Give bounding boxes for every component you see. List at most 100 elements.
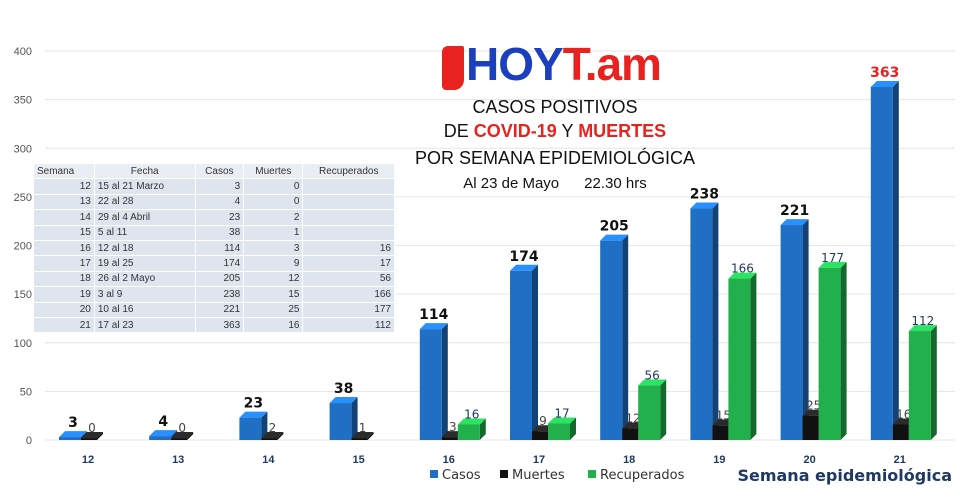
bar-side-casos bbox=[261, 411, 268, 440]
bar-side-casos bbox=[351, 397, 358, 440]
bar-casos bbox=[510, 270, 532, 440]
bar-top-muertes bbox=[171, 432, 194, 439]
data-label-muertes: 3 bbox=[449, 420, 457, 434]
x-axis-title: Semana epidemiológica bbox=[737, 466, 952, 485]
bar-side-recuperados bbox=[930, 325, 937, 440]
bar-casos bbox=[419, 329, 442, 440]
x-tick-label: 15 bbox=[352, 454, 364, 466]
table-header-cell: Casos bbox=[194, 162, 245, 180]
bar-top-casos bbox=[59, 431, 87, 438]
data-label-casos: 238 bbox=[690, 187, 719, 203]
data-table: Semana Fecha Casos Muertes Recuperados 12 15 a… bbox=[33, 162, 395, 334]
bar-muertes bbox=[261, 438, 278, 440]
table-cell bbox=[302, 193, 395, 211]
bar-side-muertes bbox=[367, 432, 374, 440]
y-tick-label: 100 bbox=[14, 338, 32, 350]
table-cell: 205 bbox=[194, 270, 245, 288]
bar-top-muertes bbox=[351, 432, 374, 439]
bar-top-casos bbox=[690, 202, 719, 209]
bar-top-muertes bbox=[81, 432, 103, 439]
bar-side-muertes bbox=[97, 432, 103, 440]
x-tick-label: 19 bbox=[713, 454, 725, 466]
table-cell: 238 bbox=[194, 286, 245, 303]
bar-muertes bbox=[81, 438, 97, 440]
bar-recuperados bbox=[818, 267, 841, 440]
table-cell: 16 bbox=[302, 239, 395, 257]
x-tick-label: 13 bbox=[172, 454, 184, 466]
table-row: 21 17 al 23 363 16 112 bbox=[33, 316, 395, 334]
bar-casos bbox=[329, 403, 352, 440]
x-tick-label: 12 bbox=[82, 454, 94, 466]
bar-muertes bbox=[441, 437, 458, 440]
x-tick-label: 21 bbox=[894, 454, 906, 466]
table-row: 18 26 al 2 Mayo 205 12 56 bbox=[33, 270, 395, 288]
y-tick-label: 300 bbox=[14, 143, 32, 155]
bar-side-muertes bbox=[277, 432, 284, 440]
chart-title-line3: POR SEMANA EPIDEMIOLÓGICA bbox=[414, 148, 696, 168]
table-cell: 17 al 23 bbox=[93, 316, 196, 334]
bar-recuperados bbox=[457, 424, 480, 440]
table-row: 14 29 al 4 Abril 23 2 bbox=[33, 209, 395, 226]
bar-recuperados bbox=[638, 385, 661, 440]
data-label-recuperados: 16 bbox=[464, 407, 479, 421]
bar-casos bbox=[690, 208, 713, 440]
bar-top-casos bbox=[149, 430, 178, 437]
table-cell: 12 bbox=[33, 178, 95, 195]
y-tick-label: 350 bbox=[14, 95, 32, 107]
x-tick-label: 18 bbox=[623, 454, 635, 466]
data-label-muertes: 25 bbox=[806, 399, 821, 413]
bar-side-casos bbox=[441, 323, 448, 440]
table-cell: 3 al 9 bbox=[93, 286, 196, 303]
y-tick-label: 50 bbox=[20, 386, 32, 398]
table-cell: 25 bbox=[243, 301, 304, 318]
table-cell: 0 bbox=[243, 178, 304, 195]
table-cell: 13 bbox=[33, 193, 95, 211]
bar-top-muertes bbox=[261, 432, 284, 439]
bar-side-casos bbox=[802, 219, 809, 440]
chart-title-line2: DE COVID-19 Y MUERTES bbox=[443, 121, 667, 141]
table-cell: 0 bbox=[243, 193, 304, 211]
bar-top-casos bbox=[329, 397, 358, 404]
y-tick-label: 400 bbox=[14, 46, 32, 58]
legend-swatch-casos bbox=[430, 470, 438, 478]
table-row: 12 15 al 21 Marzo 3 0 bbox=[33, 178, 395, 195]
chart-title-line1: CASOS POSITIVOS bbox=[472, 97, 638, 117]
table-cell: 26 al 2 Mayo bbox=[93, 270, 196, 288]
table-cell: 9 bbox=[243, 255, 304, 272]
table-row: 15 5 al 11 38 1 bbox=[33, 224, 395, 241]
data-label-casos: 174 bbox=[509, 249, 538, 265]
table-header-cell: Fecha bbox=[93, 162, 196, 180]
table-cell: 4 bbox=[194, 193, 245, 211]
table-cell bbox=[302, 209, 395, 226]
table-cell: 16 bbox=[243, 316, 304, 334]
chart-subtitle: Al 23 de Mayo 22.30 hrs bbox=[463, 175, 647, 192]
bar-side-recuperados bbox=[660, 379, 667, 440]
data-label-recuperados: 56 bbox=[645, 369, 660, 383]
bar-casos bbox=[239, 417, 262, 440]
data-label-casos: 3 bbox=[68, 415, 78, 431]
table-cell: 17 bbox=[302, 255, 395, 272]
table-row: 20 10 al 16 221 25 177 bbox=[33, 301, 395, 318]
table-cell: 15 bbox=[243, 286, 304, 303]
bar-muertes bbox=[622, 428, 639, 440]
table-cell: 1 bbox=[243, 224, 304, 241]
bar-top-recuperados bbox=[908, 325, 937, 332]
x-tick-label: 14 bbox=[262, 454, 275, 466]
bar-top-recuperados bbox=[638, 379, 667, 386]
x-tick-label: 16 bbox=[443, 454, 455, 466]
bar-casos bbox=[149, 436, 172, 440]
table-cell: 56 bbox=[302, 270, 395, 288]
legend-label-recuperados: Recuperados bbox=[600, 468, 685, 483]
bar-recuperados bbox=[548, 423, 570, 440]
table-cell bbox=[302, 178, 395, 195]
legend-label-casos: Casos bbox=[442, 468, 481, 483]
bar-top-casos bbox=[780, 219, 809, 226]
bar-casos bbox=[870, 86, 893, 441]
bar-top-casos bbox=[510, 264, 538, 271]
table-cell: 29 al 4 Abril bbox=[93, 209, 196, 226]
table-cell: 14 bbox=[33, 209, 95, 226]
data-label-muertes: 12 bbox=[626, 411, 641, 425]
data-label-casos: 363 bbox=[870, 65, 899, 81]
table-cell: 20 bbox=[33, 301, 95, 318]
table-cell: 22 al 28 bbox=[93, 193, 196, 211]
